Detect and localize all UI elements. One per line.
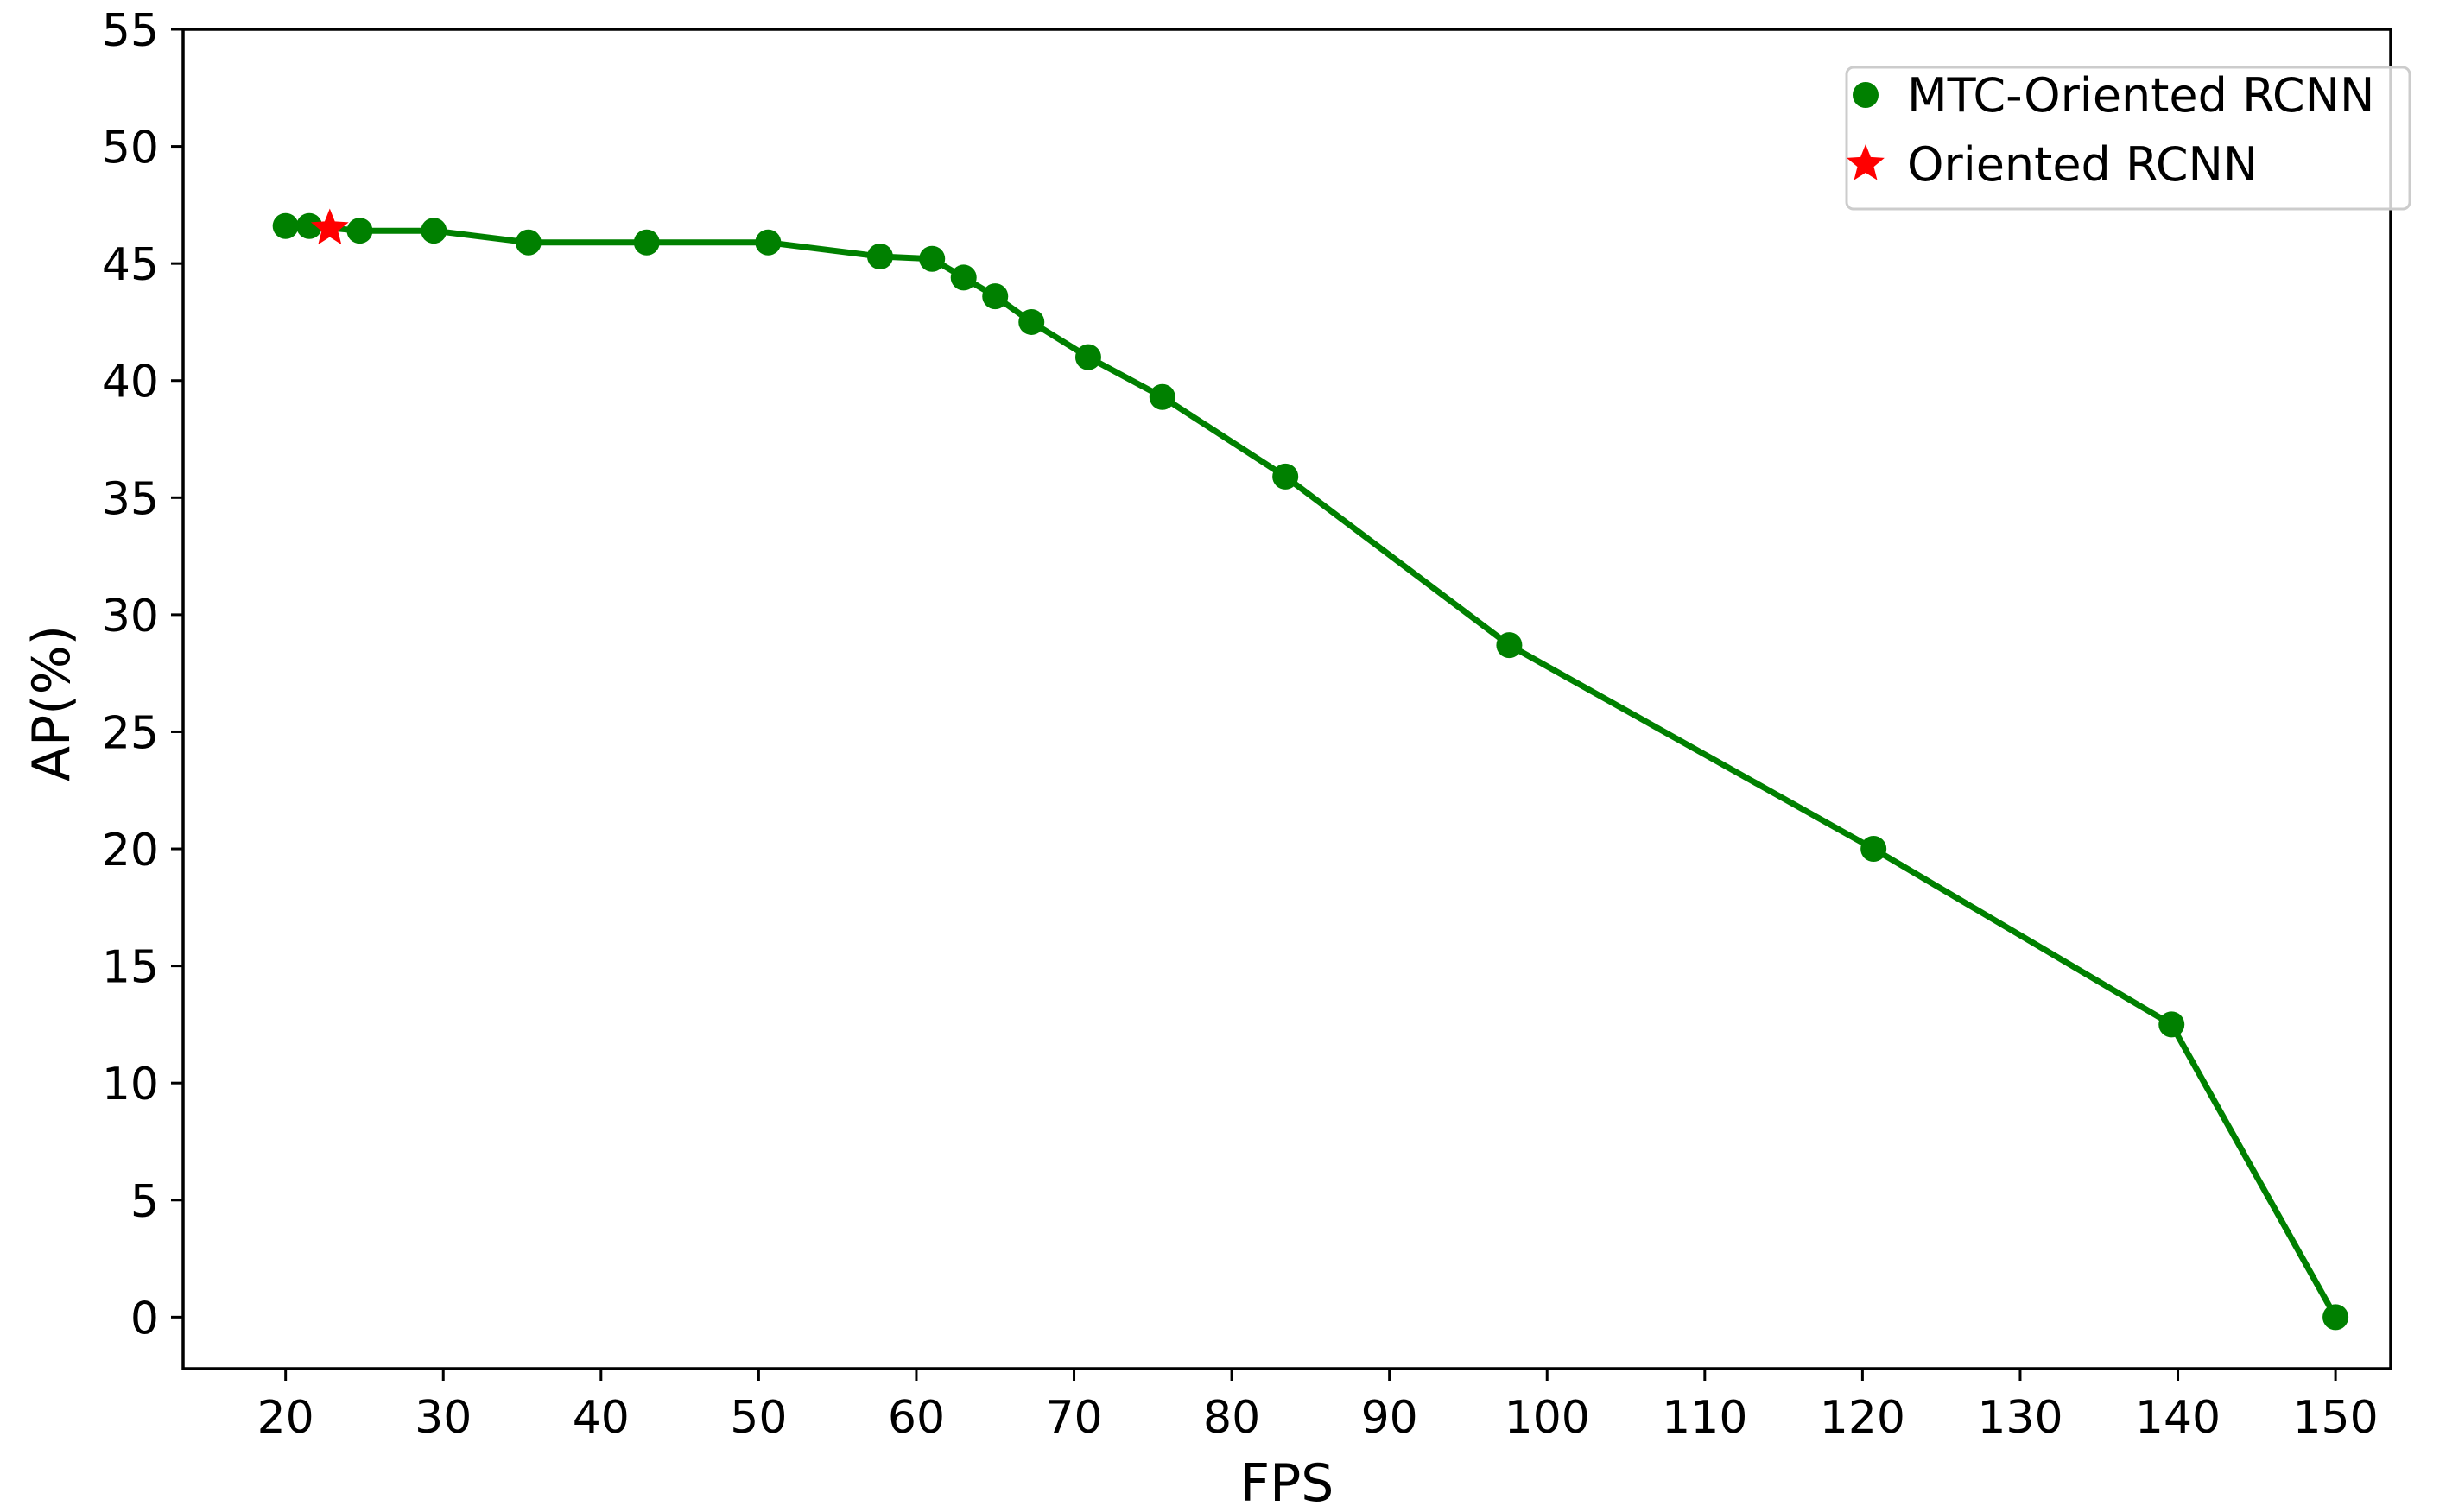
legend-marker-mtc-oriented-rcnn [1853, 82, 1879, 108]
y-tick-label: 15 [102, 942, 159, 994]
data-point-mtc-oriented-rcnn [2158, 1011, 2185, 1038]
x-tick-label: 70 [1045, 1392, 1102, 1444]
x-axis-title: FPS [1240, 1453, 1334, 1508]
data-point-mtc-oriented-rcnn [272, 212, 299, 239]
legend: MTC-Oriented RCNN Oriented RCNN [1845, 66, 2411, 211]
x-tick-label: 130 [1977, 1392, 2063, 1444]
y-tick-label: 45 [102, 239, 159, 291]
data-point-mtc-oriented-rcnn [1860, 836, 1887, 863]
plot-area [272, 208, 2349, 1331]
y-tick-label: 35 [102, 473, 159, 525]
y-tick-label: 5 [130, 1176, 159, 1228]
x-tick-label: 80 [1203, 1392, 1260, 1444]
data-point-mtc-oriented-rcnn [919, 245, 946, 272]
data-point-mtc-oriented-rcnn [1149, 383, 1175, 410]
data-point-mtc-oriented-rcnn [1018, 308, 1045, 335]
plot-frame [181, 28, 2392, 1370]
x-tick-label: 140 [2135, 1392, 2221, 1444]
data-point-star-oriented-rcnn [310, 208, 349, 245]
data-point-mtc-oriented-rcnn [982, 283, 1009, 310]
data-point-mtc-oriented-rcnn [866, 244, 893, 270]
data-point-mtc-oriented-rcnn [633, 229, 660, 256]
x-tick-label: 40 [573, 1392, 630, 1444]
y-axis-title: AP(%) [22, 625, 82, 781]
x-tick-label: 120 [1820, 1392, 1905, 1444]
y-tick-label: 10 [102, 1059, 159, 1110]
y-tick-label: 55 [102, 5, 159, 57]
legend-box [1845, 66, 2411, 211]
legend-label-oriented-rcnn: Oriented RCNN [1907, 137, 2258, 192]
data-point-mtc-oriented-rcnn [421, 218, 447, 244]
legend-marker-star-oriented-rcnn [1847, 144, 1885, 180]
data-point-mtc-oriented-rcnn [1074, 344, 1101, 370]
y-tick-label: 40 [102, 357, 159, 408]
x-tick-label: 30 [415, 1392, 472, 1444]
y-tick-label: 20 [102, 825, 159, 876]
x-tick-label: 60 [888, 1392, 945, 1444]
x-tick-label: 150 [2292, 1392, 2378, 1444]
data-point-mtc-oriented-rcnn [950, 264, 977, 291]
data-point-mtc-oriented-rcnn [1496, 632, 1523, 659]
data-point-mtc-oriented-rcnn [2322, 1304, 2349, 1331]
x-tick-label: 50 [730, 1392, 787, 1444]
data-point-mtc-oriented-rcnn [346, 218, 373, 244]
data-point-mtc-oriented-rcnn [296, 212, 323, 239]
x-tick-label: 110 [1662, 1392, 1747, 1444]
x-tick-label: 20 [257, 1392, 314, 1444]
x-tick-label: 90 [1361, 1392, 1418, 1444]
legend-label-mtc-oriented-rcnn: MTC-Oriented RCNN [1907, 68, 2374, 123]
y-tick-label: 30 [102, 591, 159, 642]
data-point-mtc-oriented-rcnn [1272, 463, 1299, 490]
y-tick-label: 0 [130, 1293, 159, 1344]
x-tick-label: 100 [1505, 1392, 1590, 1444]
data-point-mtc-oriented-rcnn [515, 229, 542, 256]
data-point-mtc-oriented-rcnn [755, 229, 782, 256]
y-tick-label: 50 [102, 123, 159, 174]
y-tick-label: 25 [102, 707, 159, 759]
axes: 20 30 40 50 60 70 80 90 100 110 120 130 140 150 0 5 10 15… [102, 5, 2392, 1444]
